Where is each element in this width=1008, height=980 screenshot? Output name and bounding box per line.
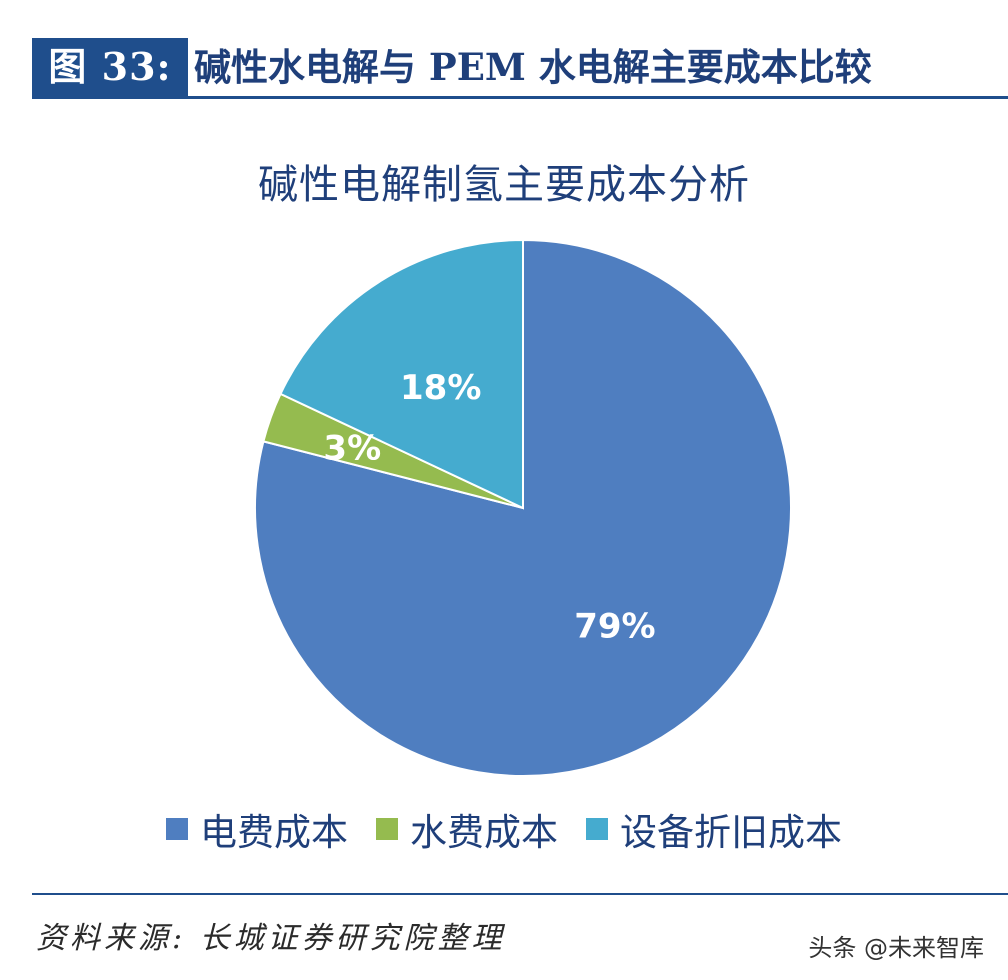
legend-item-depreciation: 设备折旧成本 — [586, 802, 842, 856]
legend-swatch-electricity — [166, 818, 188, 840]
pie-slice-depreciation — [279, 238, 524, 510]
figure-title: 碱性水电解与 PEM 水电解主要成本比较 — [194, 45, 872, 89]
source-note: 资料来源: 长城证券研究院整理 — [36, 921, 506, 956]
pie-label-depreciation: 18% — [400, 368, 481, 408]
legend-swatch-water — [376, 818, 398, 840]
pie-label-water: 3% — [323, 429, 381, 469]
legend-label-electricity: 电费成本 — [200, 811, 348, 854]
legend-label-depreciation: 设备折旧成本 — [620, 811, 842, 854]
pie-label-electricity: 79% — [574, 607, 655, 647]
chart-legend: 电费成本 水费成本 设备折旧成本 — [0, 802, 1008, 856]
figure-header: 图 33: 碱性水电解与 PEM 水电解主要成本比较 — [0, 0, 1008, 100]
legend-swatch-depreciation — [586, 818, 608, 840]
watermark-text: 头条 @未来智库 — [808, 934, 984, 962]
figure-number: 图 33: — [32, 38, 188, 96]
legend-item-electricity: 电费成本 — [166, 802, 348, 856]
legend-label-water: 水费成本 — [410, 811, 558, 854]
legend-item-water: 水费成本 — [376, 802, 558, 856]
chart-title: 碱性电解制氢主要成本分析 — [258, 162, 750, 208]
pie-slices — [254, 238, 792, 777]
header-rule — [32, 96, 1008, 99]
pie-labels: 79% 3% 18% — [323, 368, 655, 647]
pie-chart: 79% 3% 18% — [254, 238, 792, 777]
footer-rule — [32, 893, 1008, 895]
